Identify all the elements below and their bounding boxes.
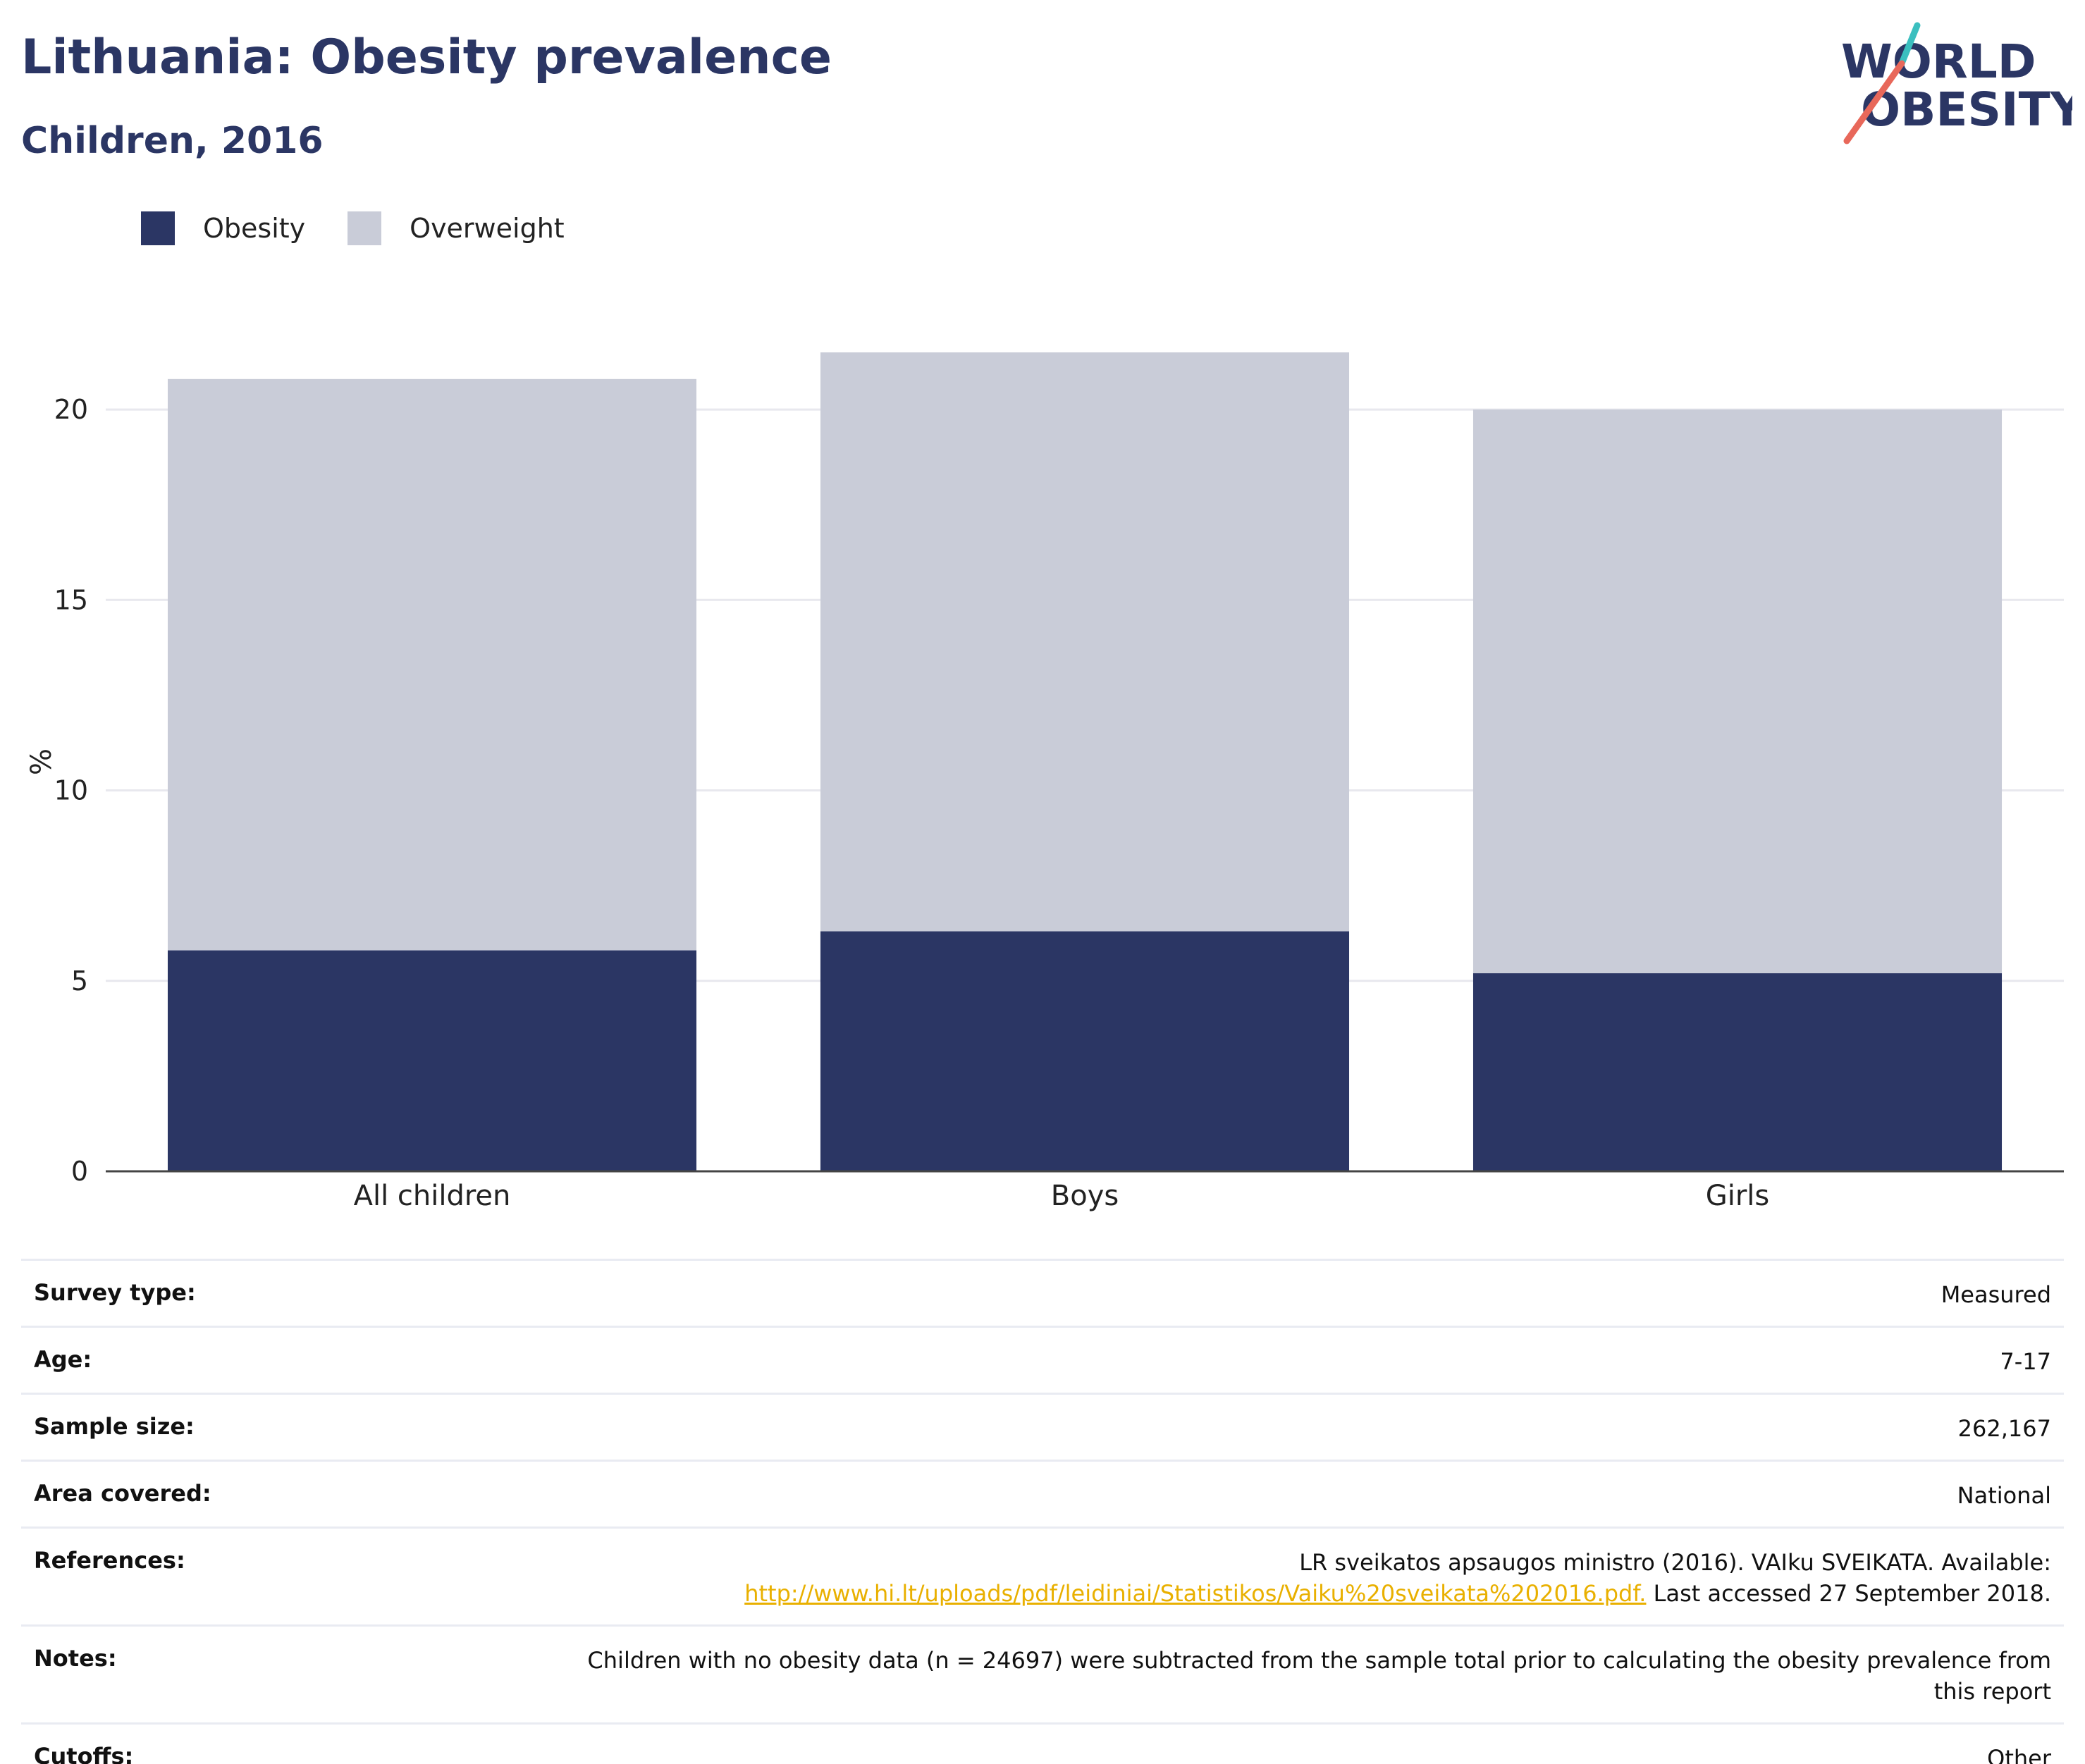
stacked-bar-chart: 0 5 10 15 20% All children Boys Girls [25, 352, 2064, 1212]
bar-obesity-girls [1472, 973, 2003, 1171]
info-label-references: References: [34, 1547, 185, 1574]
info-row-sample-size: Sample size: 262,167 [21, 1393, 2064, 1460]
info-label-age: Age: [34, 1346, 92, 1373]
info-value-area-covered: National [1957, 1482, 2051, 1509]
info-value-references: LR sveikatos apsaugos ministro (2016). V… [744, 1547, 2051, 1609]
info-value-sample-size: 262,167 [1957, 1415, 2051, 1442]
info-row-references: References: LR sveikatos apsaugos minist… [21, 1526, 2064, 1624]
legend-label-obesity: Obesity [203, 213, 306, 244]
info-row-age: Age: 7-17 [21, 1326, 2064, 1393]
bar-obesity-all-children [167, 950, 697, 1171]
info-label-survey-type: Survey type: [34, 1279, 196, 1306]
info-label-cutoffs: Cutoffs: [34, 1743, 134, 1764]
reference-text: LR sveikatos apsaugos ministro (2016). V… [1299, 1549, 2051, 1576]
logo-slash-bottom [1843, 60, 1905, 144]
info-row-area-covered: Area covered: National [21, 1460, 2064, 1526]
y-tick-label: 20 [54, 394, 88, 425]
bar-overweight-girls [1472, 409, 2003, 973]
info-value-cutoffs: Other [1987, 1745, 2051, 1764]
bar-overweight-all-children [167, 378, 697, 951]
info-label-sample-size: Sample size: [34, 1413, 195, 1440]
legend-item-overweight[interactable]: Overweight [348, 211, 565, 245]
logo-slash-top [1898, 22, 1921, 67]
survey-info-table: Survey type: Measured Age: 7-17 Sample s… [21, 1259, 2064, 1764]
y-tick-label: 0 [71, 1156, 88, 1187]
reference-accessed: Last accessed 27 September 2018. [1646, 1580, 2051, 1607]
x-tick-label: Girls [1706, 1180, 1770, 1212]
bar-obesity-boys [820, 931, 1350, 1171]
info-label-notes: Notes: [34, 1645, 117, 1672]
chart-legend: Obesity Overweight [141, 211, 607, 245]
logo-line-1: WORLD [1841, 35, 2036, 89]
world-obesity-logo: WORLD OBESITY [1841, 22, 2072, 144]
y-tick-label: 10 [54, 775, 88, 806]
y-tick-label: 15 [54, 584, 88, 615]
legend-swatch-obesity [141, 211, 175, 245]
legend-label-overweight: Overweight [410, 213, 565, 244]
info-value-survey-type: Measured [1941, 1281, 2051, 1308]
info-value-age: 7-17 [2000, 1348, 2051, 1375]
legend-swatch-overweight [348, 211, 382, 245]
chart-title: Lithuania: Obesity prevalence [21, 30, 832, 85]
x-tick-label: All children [354, 1180, 511, 1212]
logo-line-2: OBESITY [1861, 82, 2072, 137]
x-tick-label: Boys [1051, 1180, 1119, 1212]
reference-link[interactable]: http://www.hi.lt/uploads/pdf/leidiniai/S… [744, 1580, 1647, 1607]
info-label-area-covered: Area covered: [34, 1480, 211, 1507]
y-axis-label: % [25, 748, 58, 775]
info-row-survey-type: Survey type: Measured [21, 1259, 2064, 1326]
chart-subtitle: Children, 2016 [21, 120, 324, 162]
y-tick-label: 5 [71, 966, 88, 997]
bar-overweight-boys [820, 352, 1350, 932]
legend-item-obesity[interactable]: Obesity [141, 211, 305, 245]
info-row-cutoffs: Cutoffs: Other [21, 1722, 2064, 1764]
info-value-notes: Children with no obesity data (n = 24697… [587, 1647, 2051, 1705]
info-row-notes: Notes: Children with no obesity data (n … [21, 1624, 2064, 1722]
